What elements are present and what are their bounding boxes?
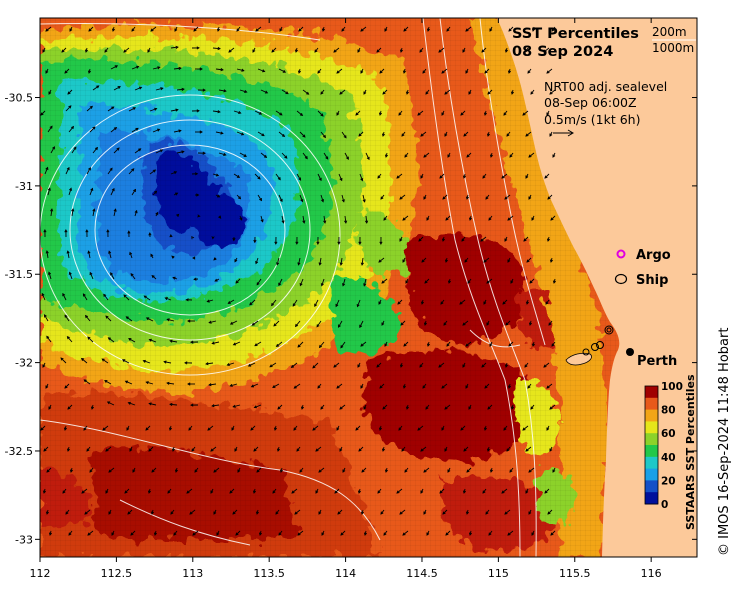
y-tick-label: -30.5 [5,92,33,105]
ship-marker-icon [614,273,628,285]
colorbar-frame [644,385,659,505]
map-field [40,18,697,557]
colorbar-tick-label: 80 [661,405,676,417]
colorbar-segment [645,433,658,446]
x-tick-label: 112 [30,567,51,580]
current-source: NRT00 adj. sealevel [544,79,667,94]
argo-label: Argo [636,248,671,263]
colorbar-tick-label: 60 [661,428,676,440]
x-axis-ticks: 112 112.5 113 113.5 114 114.5 115 115.5 116 [30,18,662,580]
colorbar-tick-label: 40 [661,452,676,464]
colorbar [644,385,659,505]
argo-marker-icon [616,249,626,259]
colorbar-segment [645,456,658,470]
x-tick-label: 113 [182,567,203,580]
contour-legend-1000m: 1000m [652,41,694,55]
colorbar-tick-label: 20 [661,475,676,487]
colorbar-segment [645,386,658,399]
colorbar-segment [645,409,658,422]
current-scale-arrow-icon [553,129,574,137]
colorbar-ticks: 100 80 60 40 20 0 [661,381,683,511]
colorbar-title: SSTAARS SST Percentiles [684,374,697,530]
colorbar-segment [645,468,658,481]
x-tick-label: 112.5 [101,567,133,580]
rottnest-island [565,352,592,366]
bathymetry-contours [40,18,546,557]
ship-positions [582,325,614,356]
y-tick-label: -32 [15,357,33,370]
colorbar-segment [645,445,658,458]
y-tick-label: -32.5 [5,445,33,458]
perth-label: Perth [637,354,677,369]
current-scale: 0.5m/s (1kt 6h) [544,112,640,127]
map-date: 08 Sep 2024 [512,44,613,60]
y-axis-ticks: -30.5 -31 -31.5 -32 -32.5 -33 [5,92,697,546]
colorbar-tick-label: 100 [661,381,683,393]
map-title: SST Percentiles [512,26,639,42]
x-tick-label: 113.5 [253,567,285,580]
perth-city-icon [626,348,634,356]
current-time: 08-Sep 06:00Z [544,95,637,110]
y-tick-label: -31 [15,180,33,193]
plot-frame [39,17,698,558]
y-tick-label: -31.5 [5,268,33,281]
colorbar-segment [645,421,658,434]
x-tick-label: 115.5 [559,567,591,580]
colorbar-segment [645,397,658,411]
x-tick-label: 115 [488,567,509,580]
y-tick-label: -33 [15,533,33,546]
contour-legend-200m: 200m [652,25,687,39]
current-vectors [40,26,557,536]
colorbar-segment [645,480,658,493]
x-tick-label: 116 [641,567,662,580]
colorbar-segment [645,492,658,505]
colorbar-tick-label: 0 [661,499,668,511]
ship-label: Ship [636,273,668,288]
x-tick-label: 114 [335,567,356,580]
x-tick-label: 114.5 [406,567,438,580]
credit-text: © IMOS 16-Sep-2024 11:48 Hobart [717,328,732,556]
